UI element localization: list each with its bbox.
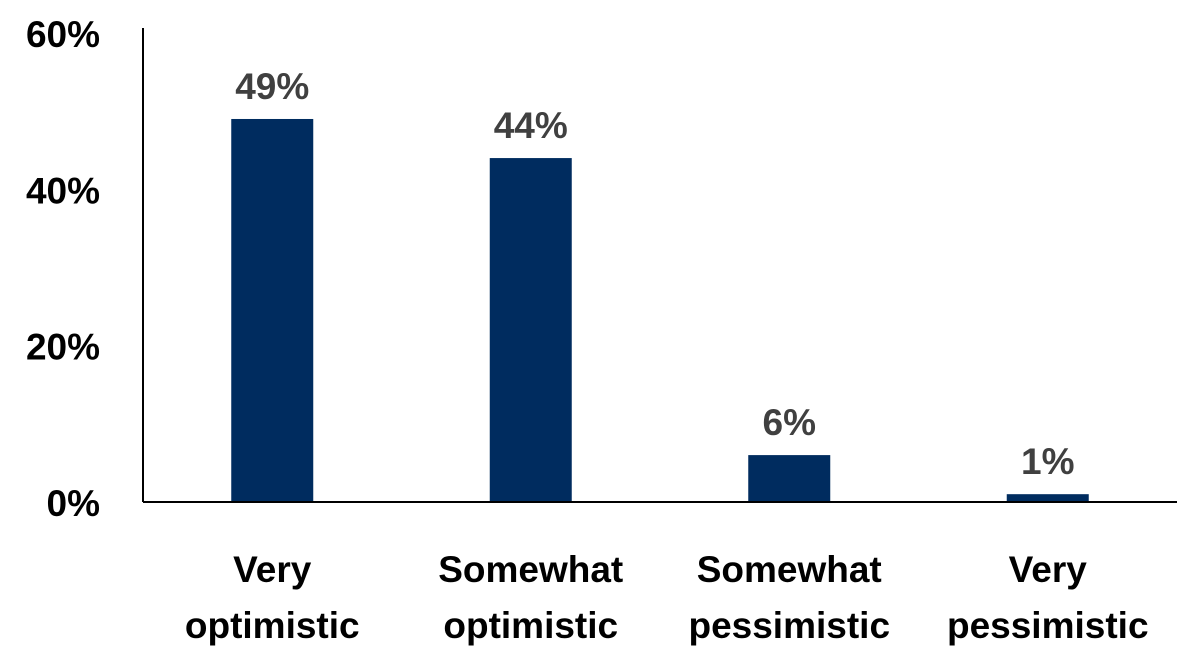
x-tick-label-line: Somewhat: [697, 549, 882, 590]
data-label: 44%: [494, 105, 568, 146]
data-label: 49%: [235, 66, 309, 107]
x-tick-label-line: Somewhat: [438, 549, 623, 590]
x-tick-label: Very optimistic: [185, 549, 360, 646]
x-tick-label-line: Very: [233, 549, 312, 590]
x-tick-label-line: pessimistic: [688, 605, 890, 646]
bar: [489, 158, 572, 503]
x-tick-label-line: optimistic: [443, 605, 618, 646]
x-tick-label: Somewhat optimistic: [438, 549, 623, 646]
y-tick-label: 20%: [26, 327, 100, 368]
x-tick-label-line: pessimistic: [947, 605, 1149, 646]
data-label: 1%: [1021, 441, 1074, 482]
bar: [231, 118, 314, 502]
y-tick-label: 0%: [47, 483, 100, 524]
x-tick-label-line: Very: [1009, 549, 1088, 590]
bar: [1006, 494, 1089, 502]
data-labels: 49% 44% 6% 1%: [235, 66, 1074, 482]
y-tick-label: 60%: [26, 14, 100, 55]
y-axis-ticks: 0% 20% 40% 60%: [26, 14, 100, 524]
x-tick-label: Somewhat pessimistic: [688, 549, 890, 646]
x-tick-label: Very pessimistic: [947, 549, 1149, 646]
bars: [231, 118, 1089, 503]
x-tick-label-line: optimistic: [185, 605, 360, 646]
y-tick-label: 40%: [26, 170, 100, 211]
bar: [748, 455, 831, 502]
data-label: 6%: [763, 402, 816, 443]
